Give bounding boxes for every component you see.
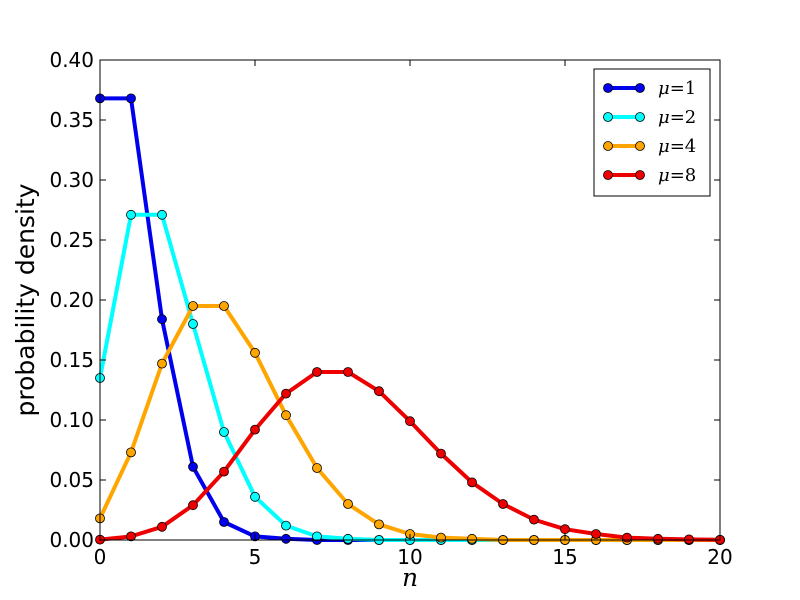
series-4: [95, 367, 725, 545]
y-tick-label: 0.10: [49, 408, 94, 432]
y-tick-label: 0.20: [49, 288, 94, 312]
legend-marker: [603, 141, 613, 151]
legend-label: μ=2: [658, 107, 696, 128]
ticks-layer: 0 5 10 15 20 0.00 0.05 0.10 0.15 0.20 0.25 0.30 0.35…: [49, 48, 732, 569]
data-point: [126, 209, 136, 220]
data-point: [374, 519, 384, 530]
data-point: [250, 491, 260, 502]
data-point: [281, 388, 291, 399]
data-point: [157, 314, 167, 325]
data-point: [126, 93, 136, 104]
data-point: [591, 529, 601, 539]
data-point: [498, 499, 508, 509]
legend-marker: [603, 112, 613, 122]
data-point: [250, 347, 260, 358]
data-point: [312, 367, 322, 377]
legend-marker: [635, 170, 645, 180]
legend-marker: [635, 83, 645, 93]
data-point: [250, 424, 260, 435]
data-point: [560, 524, 570, 535]
legend-value: =1: [670, 78, 697, 99]
legend-entry: μ=4: [603, 136, 696, 157]
data-point: [157, 521, 167, 532]
data-point: [188, 301, 198, 311]
legend: μ=1μ=2μ=4μ=8: [593, 68, 711, 197]
data-point: [219, 466, 229, 477]
data-point: [188, 500, 198, 511]
legend-value: =8: [670, 165, 697, 186]
x-tick-label: 0: [94, 545, 107, 569]
legend-entry: μ=8: [603, 165, 696, 186]
data-point: [157, 209, 167, 220]
data-point: [684, 534, 694, 545]
y-tick-label: 0.00: [49, 528, 94, 552]
data-point: [312, 531, 322, 542]
data-point: [467, 533, 477, 544]
y-axis-label: probability density: [11, 183, 40, 416]
legend-entry: μ=1: [603, 78, 696, 99]
data-point: [622, 532, 632, 543]
data-point: [188, 319, 198, 329]
data-point: [219, 301, 229, 311]
data-point: [126, 531, 136, 542]
data-point: [281, 533, 291, 544]
data-point: [467, 477, 477, 488]
x-tick-label: 5: [249, 545, 262, 569]
data-point: [405, 416, 415, 427]
y-tick-label: 0.05: [49, 468, 94, 492]
y-tick-label: 0.15: [49, 348, 94, 372]
data-point: [312, 463, 322, 473]
data-point: [188, 461, 198, 472]
data-point: [219, 427, 229, 437]
legend-symbol: μ: [658, 136, 670, 157]
x-tick-label: 10: [397, 545, 422, 569]
y-tick-label: 0.30: [49, 168, 94, 192]
data-point: [436, 532, 446, 543]
data-point: [529, 514, 539, 525]
legend-marker: [603, 83, 613, 93]
data-point: [219, 517, 229, 527]
legend-marker: [603, 170, 613, 180]
y-tick-label: 0.25: [49, 228, 94, 252]
y-tick-label: 0.35: [49, 108, 94, 132]
data-point: [436, 448, 446, 459]
legend-label: μ=4: [658, 136, 696, 157]
x-tick-label: 15: [552, 545, 577, 569]
x-tick-label: 20: [707, 545, 732, 569]
legend-symbol: μ: [658, 165, 670, 186]
legend-entry: μ=2: [603, 107, 696, 128]
legend-label: μ=8: [658, 165, 696, 186]
data-point: [343, 533, 353, 544]
data-point: [653, 533, 663, 544]
x-axis-label: n: [402, 563, 418, 592]
data-point: [343, 367, 353, 377]
legend-label: μ=1: [658, 78, 696, 99]
y-tick-label: 0.40: [49, 48, 94, 72]
legend-value: =2: [670, 107, 697, 128]
legend-value: =4: [670, 136, 697, 157]
legend-marker: [635, 112, 645, 122]
legend-marker: [635, 141, 645, 151]
data-point: [281, 520, 291, 531]
legend-symbol: μ: [658, 78, 670, 99]
data-point: [281, 410, 291, 421]
data-point: [157, 358, 167, 369]
data-point: [126, 447, 136, 458]
data-point: [343, 499, 353, 509]
legend-symbol: μ: [658, 107, 670, 128]
data-point: [374, 386, 384, 397]
